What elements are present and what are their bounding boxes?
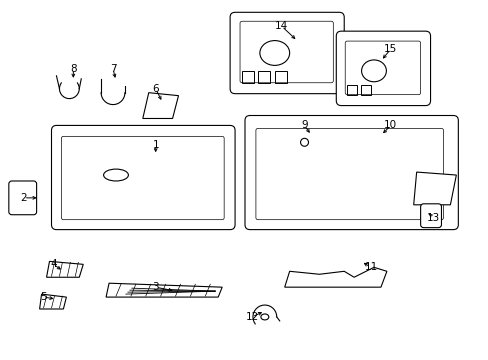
FancyBboxPatch shape (51, 125, 235, 230)
Bar (257, 71, 269, 83)
Ellipse shape (259, 41, 289, 66)
FancyBboxPatch shape (336, 31, 429, 105)
Ellipse shape (260, 314, 268, 320)
Polygon shape (413, 172, 455, 205)
Polygon shape (40, 294, 66, 309)
Polygon shape (106, 283, 222, 297)
Polygon shape (284, 267, 386, 287)
Bar (360, 85, 370, 95)
Ellipse shape (103, 169, 128, 181)
Text: 3: 3 (152, 282, 159, 292)
Text: 1: 1 (152, 140, 159, 150)
Circle shape (419, 184, 427, 192)
Bar (242, 71, 253, 83)
Text: 12: 12 (245, 312, 258, 322)
FancyBboxPatch shape (420, 204, 441, 228)
FancyBboxPatch shape (9, 181, 37, 215)
Text: 13: 13 (426, 213, 439, 223)
Text: 2: 2 (20, 193, 27, 203)
Text: 10: 10 (384, 121, 397, 130)
Circle shape (300, 138, 308, 146)
Text: 8: 8 (70, 64, 77, 74)
FancyBboxPatch shape (244, 116, 457, 230)
Polygon shape (46, 261, 83, 277)
Text: 5: 5 (40, 292, 47, 302)
Ellipse shape (361, 60, 386, 82)
Polygon shape (142, 93, 178, 118)
Text: 15: 15 (384, 44, 397, 54)
Text: 6: 6 (152, 84, 159, 94)
FancyBboxPatch shape (230, 12, 344, 94)
Text: 7: 7 (109, 64, 116, 74)
Text: 11: 11 (364, 262, 377, 272)
Bar (346, 85, 356, 95)
Text: 4: 4 (50, 259, 57, 269)
Text: 14: 14 (275, 21, 288, 31)
Text: 9: 9 (301, 121, 307, 130)
Bar (274, 71, 286, 83)
